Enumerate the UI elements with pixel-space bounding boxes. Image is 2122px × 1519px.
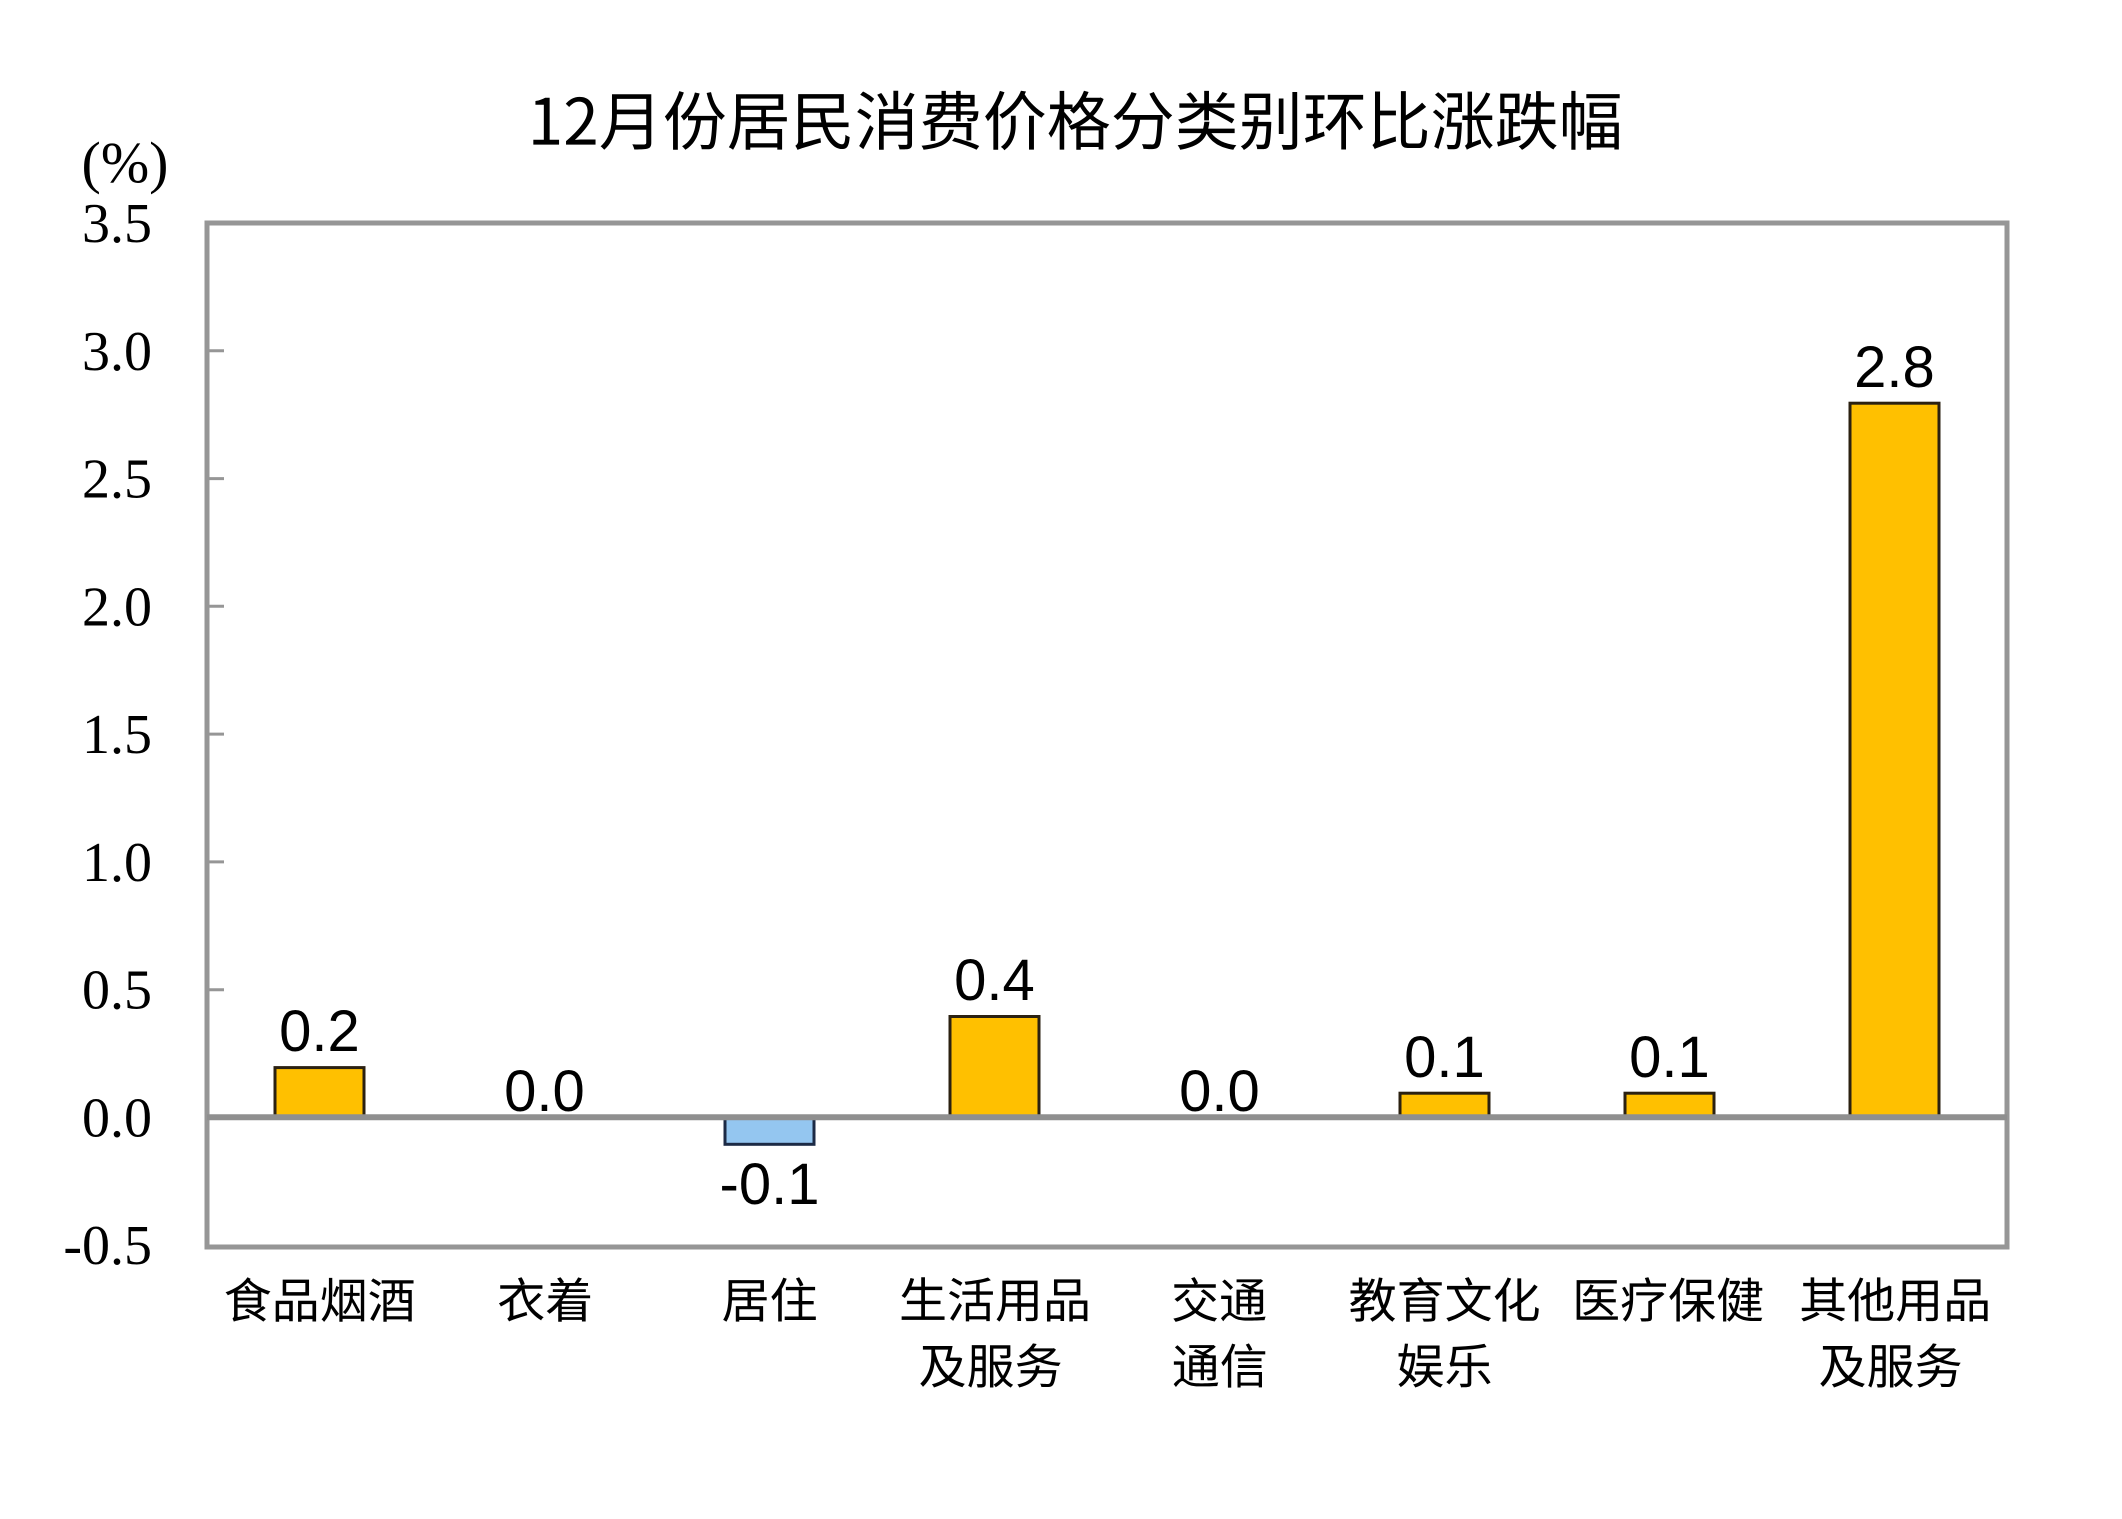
svg-text:0.0: 0.0 bbox=[82, 1088, 152, 1150]
svg-text:3.0: 3.0 bbox=[82, 321, 152, 383]
svg-text:1.0: 1.0 bbox=[82, 832, 152, 894]
svg-text:1.5: 1.5 bbox=[82, 704, 152, 766]
svg-text:0.5: 0.5 bbox=[82, 960, 152, 1022]
svg-text:2.5: 2.5 bbox=[82, 449, 152, 511]
svg-text:0.1: 0.1 bbox=[1629, 1025, 1710, 1090]
svg-text:0.1: 0.1 bbox=[1404, 1025, 1485, 1090]
svg-text:3.5: 3.5 bbox=[82, 193, 152, 255]
svg-text:-0.5: -0.5 bbox=[63, 1215, 152, 1277]
svg-text:-0.1: -0.1 bbox=[720, 1152, 820, 1217]
svg-text:(%): (%) bbox=[82, 130, 169, 195]
svg-text:0.0: 0.0 bbox=[1179, 1059, 1260, 1124]
svg-text:0.2: 0.2 bbox=[279, 999, 360, 1064]
svg-text:2.0: 2.0 bbox=[82, 576, 152, 638]
svg-text:2.8: 2.8 bbox=[1854, 335, 1935, 400]
svg-text:0.0: 0.0 bbox=[504, 1059, 585, 1124]
svg-text:0.4: 0.4 bbox=[954, 948, 1035, 1013]
